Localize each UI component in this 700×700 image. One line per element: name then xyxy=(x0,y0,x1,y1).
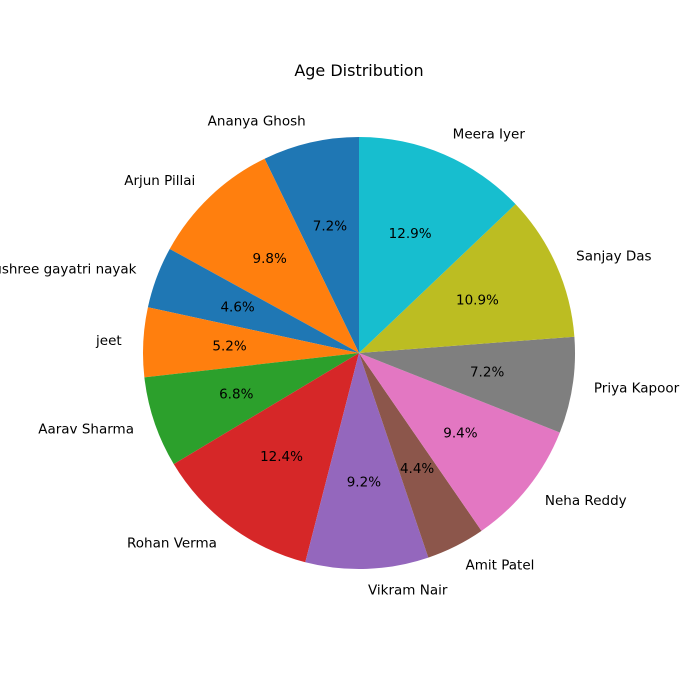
percent-label-1: 9.8% xyxy=(253,251,287,267)
pie-slice-7 xyxy=(359,353,482,558)
slice-label-9: Priya Kapoor xyxy=(594,381,680,397)
slice-label-5: Rohan Verma xyxy=(127,535,217,551)
pie-slice-5 xyxy=(173,353,359,563)
percent-label-8: 9.4% xyxy=(443,426,477,442)
slice-label-3: jeet xyxy=(95,333,122,349)
percent-labels: 7.2% 9.8% 4.6% 5.2% 6.8% 12.4% 9.2% 4.4% 9.4% 7.2… xyxy=(212,219,504,491)
slice-label-4: Aarav Sharma xyxy=(38,421,134,437)
pie-slice-11 xyxy=(359,137,516,353)
slice-label-8: Neha Reddy xyxy=(545,493,627,509)
pie-slice-1 xyxy=(169,158,359,353)
pie-slices xyxy=(143,137,576,569)
pie-slice-4 xyxy=(144,353,359,465)
slice-label-7: Amit Patel xyxy=(466,557,535,573)
percent-label-0: 7.2% xyxy=(313,219,347,235)
percent-label-7: 4.4% xyxy=(400,461,434,477)
chart-title: Age Distribution xyxy=(294,61,423,80)
percent-label-3: 5.2% xyxy=(212,338,246,354)
percent-label-5: 12.4% xyxy=(260,449,303,465)
pie-slice-0 xyxy=(264,137,359,353)
percent-label-6: 9.2% xyxy=(347,475,381,491)
pie-slice-2 xyxy=(147,248,359,353)
percent-label-11: 12.9% xyxy=(389,226,432,242)
pie-slice-8 xyxy=(359,353,560,531)
percent-label-10: 10.9% xyxy=(456,292,499,308)
slice-label-0: Ananya Ghosh xyxy=(208,113,306,129)
pie-slice-9 xyxy=(359,336,576,433)
pie-slice-6 xyxy=(305,353,429,569)
slice-label-11: Meera Iyer xyxy=(453,127,526,143)
slice-label-10: Sanjay Das xyxy=(576,249,651,265)
percent-label-9: 7.2% xyxy=(470,364,504,380)
slice-label-2: sushree gayatri nayak xyxy=(0,262,137,278)
slice-label-6: Vikram Nair xyxy=(368,582,448,598)
pie-slice-3 xyxy=(143,307,359,378)
pie-slice-10 xyxy=(359,204,575,353)
percent-label-4: 6.8% xyxy=(219,387,253,403)
slice-label-1: Arjun Pillai xyxy=(124,173,195,189)
percent-label-2: 4.6% xyxy=(220,300,254,316)
slice-labels: Ananya Ghosh Arjun Pillai sushree gayatri … xyxy=(0,113,680,598)
